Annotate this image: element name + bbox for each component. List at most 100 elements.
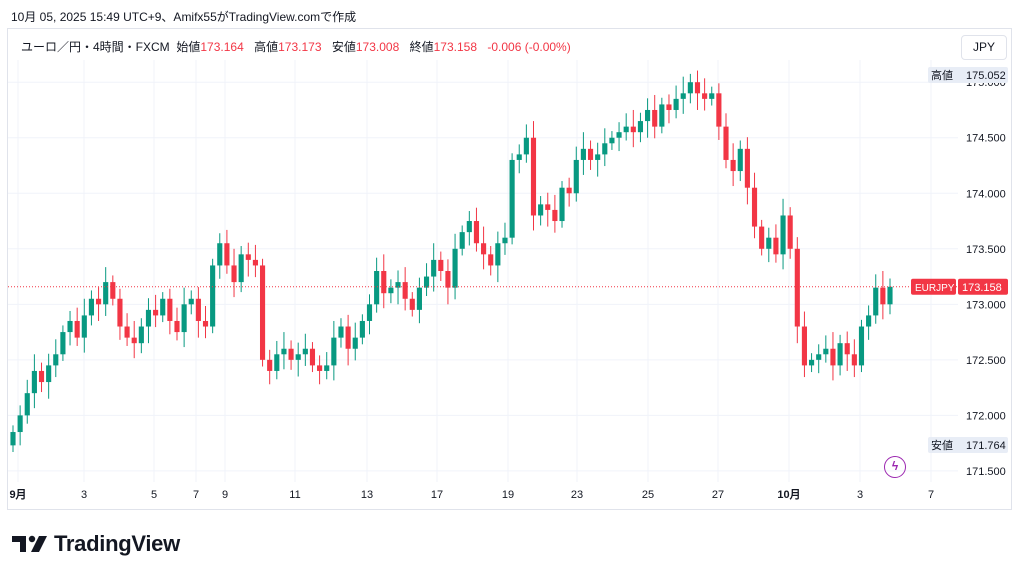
high-badge-label: 高値: [931, 68, 953, 82]
candle-body-41: [302, 348, 308, 355]
candle-body-17: [131, 337, 137, 344]
x-tick-label-8: 19: [502, 489, 514, 501]
candle-body-33: [245, 254, 251, 260]
candle-body-32: [238, 254, 244, 283]
candle-body-100: [723, 126, 729, 160]
tradingview-logo[interactable]: TradingView: [12, 531, 180, 557]
candle-body-70: [509, 159, 515, 238]
flash-icon[interactable]: ϟ: [884, 456, 906, 478]
candle-body-23: [174, 320, 180, 333]
x-tick-label-1: 3: [81, 489, 87, 501]
candle-body-79: [573, 159, 579, 194]
candle-body-36: [267, 359, 273, 371]
candle-body-103: [744, 148, 750, 188]
candle-body-38: [281, 348, 287, 355]
candle-body-67: [488, 254, 494, 266]
chart-caption: 10月 05, 2025 15:49 UTC+9、Amifx55がTrading…: [11, 10, 357, 24]
x-axis: 9月 3 5 7 9 11 13 17 19 23 25 27 10月 3 7: [9, 488, 934, 501]
x-tick-label-4: 9: [222, 489, 228, 501]
y-tick-label-1: 172.000: [966, 410, 1006, 422]
low-value: 173.008: [355, 40, 400, 54]
candle-body-71: [516, 154, 522, 160]
candle-body-72: [523, 137, 529, 155]
x-tick-label-0: 9月: [9, 488, 26, 501]
candle-body-13: [103, 282, 109, 305]
high-label: 高値: [254, 40, 279, 54]
currency-button[interactable]: JPY: [961, 35, 1007, 60]
candle-body-102: [737, 148, 743, 172]
candle-body-2: [24, 393, 30, 416]
last-price-badge: EURJPY 173.158: [911, 278, 1008, 295]
candle-body-5: [46, 365, 52, 383]
candle-body-66: [481, 243, 487, 255]
candle-body-57: [416, 287, 422, 310]
candle-body-3: [31, 370, 37, 394]
candle-body-114: [823, 348, 829, 355]
candle-body-39: [288, 348, 294, 360]
ohlc-legend: ユーロ／円・4時間・FXCM 始値173.164 高値173.173 安値173…: [21, 38, 578, 55]
candle-body-91: [659, 104, 665, 127]
tradingview-logo-icon: [12, 535, 47, 552]
candle-body-27: [202, 320, 209, 327]
candle-body-28: [210, 265, 216, 327]
candle-body-118: [851, 354, 857, 366]
low-badge-bg: [928, 437, 1008, 453]
x-tick-label-12: 10月: [777, 488, 800, 501]
candle-body-59: [431, 259, 437, 277]
candle-body-49: [359, 320, 365, 338]
candle-body-111: [801, 326, 808, 366]
candle-body-19: [145, 309, 152, 327]
candle-body-50: [366, 304, 373, 321]
symbol-info[interactable]: ユーロ／円・4時間・FXCM: [21, 40, 170, 54]
candle-body-46: [338, 326, 344, 338]
candle-body-26: [195, 298, 201, 321]
candle-body-101: [730, 159, 736, 172]
candle-body-112: [809, 359, 815, 366]
candle-body-65: [473, 221, 480, 244]
high-value: 173.173: [278, 40, 322, 54]
candle-body-76: [552, 209, 558, 222]
candle-body-108: [780, 215, 786, 255]
open-label: 始値: [176, 40, 201, 54]
candle-body-78: [566, 187, 572, 194]
candle-body-115: [830, 348, 836, 366]
candle-body-86: [623, 126, 629, 133]
candle-body-20: [153, 309, 159, 316]
candle-body-93: [673, 98, 679, 110]
x-tick-label-2: 5: [151, 489, 157, 501]
candle-body-98: [709, 93, 715, 99]
y-tick-label-3: 173.000: [966, 299, 1006, 311]
open-value: 173.164: [200, 40, 244, 54]
candle-body-54: [395, 282, 401, 288]
candle-body-85: [616, 132, 622, 138]
candle-body-56: [409, 298, 415, 310]
x-tick-label-13: 3: [857, 489, 863, 501]
x-tick-label-5: 11: [289, 489, 300, 501]
candle-body-92: [666, 104, 672, 110]
high-badge: 高値 175.052: [928, 67, 1008, 83]
candle-body-43: [317, 365, 323, 371]
high-badge-value: 175.052: [966, 70, 1006, 82]
candle-body-69: [502, 237, 508, 244]
candle-body-94: [680, 93, 686, 99]
candle-body-40: [295, 354, 301, 360]
candle-body-45: [331, 337, 337, 366]
candle-body-104: [751, 187, 758, 227]
low-badge-label: 安値: [931, 438, 953, 452]
candle-body-1: [17, 415, 23, 433]
candle-body-12: [95, 298, 102, 305]
symbol-tag: EURJPY: [915, 283, 955, 294]
candle-body-44: [324, 365, 330, 371]
y-tick-label-6: 174.500: [966, 133, 1006, 145]
x-tick-label-3: 7: [193, 489, 199, 501]
x-tick-label-9: 23: [571, 489, 583, 501]
last-price-value: 173.158: [962, 282, 1002, 294]
low-badge: 安値 171.764: [928, 437, 1008, 453]
last-price-bg: [958, 278, 1008, 295]
candle-body-18: [138, 326, 144, 344]
candle-body-63: [459, 232, 465, 249]
candle-body-25: [188, 298, 194, 305]
candle-body-122: [880, 287, 886, 305]
close-value: 173.158: [433, 40, 477, 54]
